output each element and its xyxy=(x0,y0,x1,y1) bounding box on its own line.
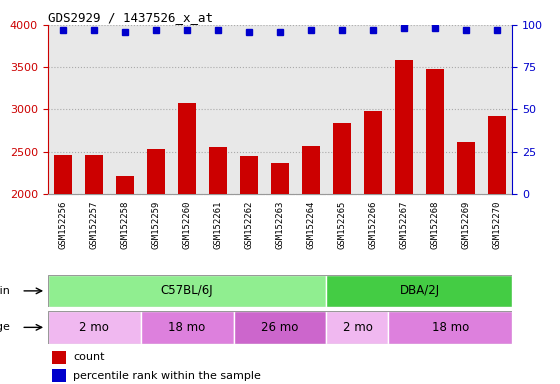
Bar xyxy=(234,311,326,344)
Text: GSM152260: GSM152260 xyxy=(183,200,192,248)
Bar xyxy=(48,275,326,307)
Bar xyxy=(456,142,475,194)
Bar xyxy=(147,149,165,194)
Text: age: age xyxy=(0,322,11,333)
Text: 18 mo: 18 mo xyxy=(432,321,469,334)
Bar xyxy=(395,60,413,194)
Text: GSM152259: GSM152259 xyxy=(152,200,161,248)
Text: GSM152267: GSM152267 xyxy=(399,200,408,248)
Text: GSM152269: GSM152269 xyxy=(461,200,470,248)
Bar xyxy=(488,116,506,194)
Bar xyxy=(54,155,72,194)
Bar xyxy=(141,311,234,344)
Text: GSM152263: GSM152263 xyxy=(276,200,284,248)
Bar xyxy=(389,311,512,344)
Bar xyxy=(178,103,197,194)
Text: GSM152265: GSM152265 xyxy=(338,200,347,248)
Bar xyxy=(326,275,512,307)
Text: GSM152261: GSM152261 xyxy=(213,200,222,248)
Text: GSM152266: GSM152266 xyxy=(368,200,377,248)
Bar xyxy=(333,123,351,194)
Text: percentile rank within the sample: percentile rank within the sample xyxy=(73,371,261,381)
Text: DBA/2J: DBA/2J xyxy=(399,285,440,297)
Bar xyxy=(302,146,320,194)
Text: GSM152258: GSM152258 xyxy=(120,200,129,248)
Text: count: count xyxy=(73,353,105,362)
Bar xyxy=(116,176,134,194)
Text: strain: strain xyxy=(0,286,11,296)
Text: GSM152256: GSM152256 xyxy=(59,200,68,248)
Bar xyxy=(52,351,66,364)
Bar xyxy=(52,369,66,382)
Bar xyxy=(240,156,258,194)
Text: GSM152270: GSM152270 xyxy=(492,200,501,248)
Text: C57BL/6J: C57BL/6J xyxy=(161,285,213,297)
Text: 2 mo: 2 mo xyxy=(343,321,372,334)
Bar xyxy=(426,69,444,194)
Text: GDS2929 / 1437526_x_at: GDS2929 / 1437526_x_at xyxy=(48,11,213,24)
Text: GSM152268: GSM152268 xyxy=(431,200,440,248)
Text: GSM152264: GSM152264 xyxy=(306,200,315,248)
Bar xyxy=(85,155,104,194)
Text: GSM152257: GSM152257 xyxy=(90,200,99,248)
Text: 2 mo: 2 mo xyxy=(79,321,109,334)
Bar xyxy=(270,163,290,194)
Text: GSM152262: GSM152262 xyxy=(245,200,254,248)
Bar xyxy=(48,311,141,344)
Bar xyxy=(209,147,227,194)
Bar xyxy=(326,311,389,344)
Text: 18 mo: 18 mo xyxy=(169,321,206,334)
Bar xyxy=(363,111,382,194)
Text: 26 mo: 26 mo xyxy=(262,321,298,334)
